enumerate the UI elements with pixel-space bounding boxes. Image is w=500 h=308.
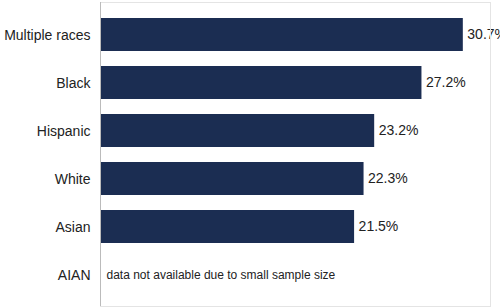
svg-text:data not available due to smal: data not available due to small sample s… — [107, 268, 336, 282]
svg-text:27.2%: 27.2% — [426, 74, 466, 90]
svg-text:30.7%: 30.7% — [467, 26, 500, 42]
svg-text:Hispanic: Hispanic — [37, 123, 91, 139]
svg-text:Multiple races: Multiple races — [4, 27, 90, 43]
svg-text:22.3%: 22.3% — [368, 170, 408, 186]
svg-text:White: White — [55, 171, 91, 187]
svg-text:21.5%: 21.5% — [359, 218, 399, 234]
svg-text:Asian: Asian — [55, 219, 90, 235]
svg-text:23.2%: 23.2% — [379, 122, 419, 138]
svg-text:Black: Black — [56, 75, 91, 91]
svg-text:AIAN: AIAN — [58, 267, 91, 283]
